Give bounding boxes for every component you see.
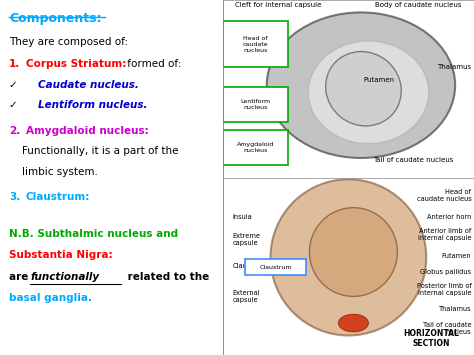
Text: Insula: Insula bbox=[233, 214, 253, 219]
Text: Claustrum:: Claustrum: bbox=[26, 192, 90, 202]
FancyBboxPatch shape bbox=[223, 87, 288, 122]
Text: 2.: 2. bbox=[9, 126, 20, 136]
Text: ✓: ✓ bbox=[9, 80, 18, 90]
Ellipse shape bbox=[267, 12, 455, 158]
Text: Tail of caudate nucleus: Tail of caudate nucleus bbox=[374, 157, 454, 163]
Text: Putamen: Putamen bbox=[442, 253, 472, 258]
Ellipse shape bbox=[326, 51, 401, 126]
Text: Globus pallidus: Globus pallidus bbox=[420, 269, 472, 274]
Text: Head of
caudate nucleus: Head of caudate nucleus bbox=[417, 189, 472, 202]
Text: Claustrum: Claustrum bbox=[259, 264, 292, 270]
Text: are: are bbox=[9, 272, 32, 282]
Text: External
capsule: External capsule bbox=[233, 290, 260, 303]
Ellipse shape bbox=[271, 179, 426, 335]
Text: Putamen: Putamen bbox=[363, 77, 394, 83]
Text: Extreme
capsule: Extreme capsule bbox=[233, 233, 261, 246]
Text: Anterior horn: Anterior horn bbox=[427, 214, 472, 219]
Text: Claustrum: Claustrum bbox=[233, 263, 267, 269]
Ellipse shape bbox=[338, 314, 368, 332]
Text: Lentiform nucleus.: Lentiform nucleus. bbox=[38, 100, 147, 110]
FancyBboxPatch shape bbox=[246, 259, 306, 275]
Text: Functionally, it is a part of the: Functionally, it is a part of the bbox=[22, 146, 179, 156]
Text: Substantia Nigra:: Substantia Nigra: bbox=[9, 250, 112, 260]
Text: Body of caudate nucleus: Body of caudate nucleus bbox=[375, 2, 462, 8]
Text: limbic system.: limbic system. bbox=[22, 167, 98, 177]
Text: Head of
caudate
nucleus: Head of caudate nucleus bbox=[243, 36, 268, 53]
Text: Corpus Striatum:: Corpus Striatum: bbox=[26, 59, 126, 69]
Text: Cleft for internal capsule: Cleft for internal capsule bbox=[235, 2, 321, 8]
Text: Anterior limb of
internal capsule: Anterior limb of internal capsule bbox=[418, 228, 472, 241]
Text: Posterior limb of
internal capsule: Posterior limb of internal capsule bbox=[417, 283, 472, 296]
Ellipse shape bbox=[310, 208, 397, 296]
Text: Caudate nucleus.: Caudate nucleus. bbox=[38, 80, 139, 90]
Text: Lentiform
nucleus: Lentiform nucleus bbox=[240, 99, 271, 110]
Text: N.B. Subthalmic nucleus and: N.B. Subthalmic nucleus and bbox=[9, 229, 178, 239]
Text: Amygdaloid
nucleus: Amygdaloid nucleus bbox=[237, 142, 274, 153]
Text: Thalamus: Thalamus bbox=[438, 65, 472, 70]
Text: ✓: ✓ bbox=[9, 100, 18, 110]
Ellipse shape bbox=[308, 41, 429, 144]
Text: formed of:: formed of: bbox=[124, 59, 181, 69]
FancyBboxPatch shape bbox=[223, 130, 288, 165]
Text: Tail of caudate
nucleus: Tail of caudate nucleus bbox=[423, 322, 472, 335]
Text: functionally: functionally bbox=[30, 272, 99, 282]
FancyBboxPatch shape bbox=[223, 21, 288, 67]
Text: 3.: 3. bbox=[9, 192, 20, 202]
Text: Thalamus: Thalamus bbox=[439, 306, 472, 312]
Text: They are composed of:: They are composed of: bbox=[9, 37, 128, 47]
Text: 1.: 1. bbox=[9, 59, 20, 69]
Text: Components:: Components: bbox=[9, 12, 101, 26]
Text: related to the: related to the bbox=[124, 272, 209, 282]
Text: Amygdaloid nucleus:: Amygdaloid nucleus: bbox=[26, 126, 148, 136]
Text: HORIZONTAL
SECTION: HORIZONTAL SECTION bbox=[403, 328, 459, 348]
Text: basal ganglia.: basal ganglia. bbox=[9, 293, 92, 303]
